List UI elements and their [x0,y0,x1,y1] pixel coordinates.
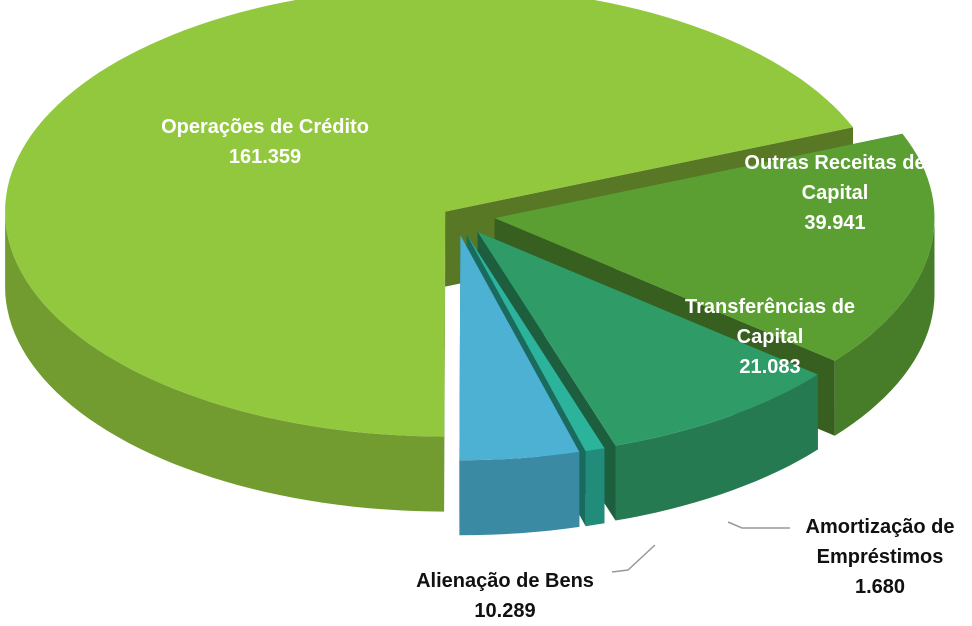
slice [459,235,580,461]
category-label: Outras Receitas de Capital [744,152,926,204]
slice [5,0,853,437]
slice-rim [459,451,580,536]
category-label: Operações de Crédito [161,116,369,138]
slice-rim [615,374,818,521]
value-label: 39.941 [804,212,866,234]
slice [477,231,818,446]
slice-rim [834,218,935,436]
slice-label: Amortização de Empréstimos 1.680 [790,512,970,602]
slice-label: Outras Receitas de Capital 39.941 [730,148,940,238]
value-label: 21.083 [739,356,801,378]
slice-rim [5,211,445,512]
slice [494,133,935,361]
category-label: Transferências de Capital [684,296,856,348]
value-label: 10.289 [474,600,536,622]
category-label: Amortização de Empréstimos [805,516,955,568]
slice-label: Operações de Crédito 161.359 [130,112,400,172]
slice-rim [585,448,605,527]
slice-label: Transferências de Capital 21.083 [665,292,875,382]
leader-line [611,544,656,573]
value-label: 1.680 [854,576,906,598]
slice-side [444,211,446,512]
slice-label: Alienação de Bens 10.289 [395,566,615,626]
slice [466,234,605,452]
value-label: 161.359 [228,146,302,168]
category-label: Alienação de Bens [416,570,594,592]
leader-line [727,521,790,529]
